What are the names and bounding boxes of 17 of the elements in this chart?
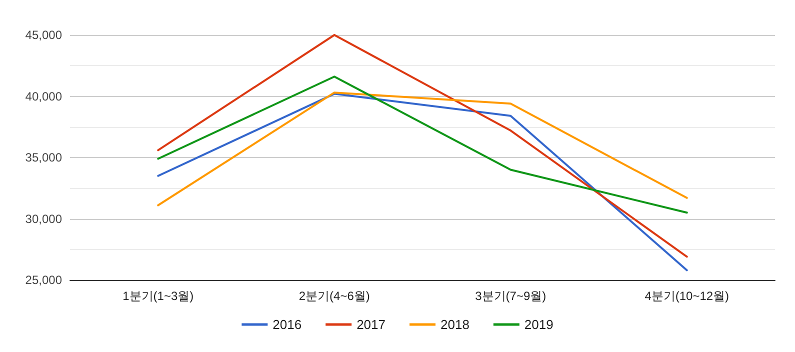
x-tick-label: 1분기(1~3월) — [122, 289, 194, 303]
line-series — [157, 76, 688, 214]
line-series — [157, 34, 688, 258]
legend-label: 2017 — [356, 317, 386, 332]
legend-label: 2018 — [440, 317, 470, 332]
legend-label: 2019 — [524, 317, 554, 332]
line-series — [157, 92, 688, 206]
y-tick-label: 45,000 — [25, 28, 62, 42]
line-series — [157, 92, 688, 272]
legend-label: 2016 — [272, 317, 302, 332]
y-tick-label: 25,000 — [25, 273, 62, 287]
y-tick-label: 35,000 — [25, 150, 62, 164]
y-tick-label: 40,000 — [25, 89, 62, 104]
y-tick-label: 30,000 — [25, 212, 62, 226]
x-tick-label: 4분기(10~12월) — [644, 289, 730, 303]
x-tick-label: 2분기(4~6월) — [298, 289, 370, 303]
x-tick-label: 3분기(7~9월) — [475, 289, 546, 303]
